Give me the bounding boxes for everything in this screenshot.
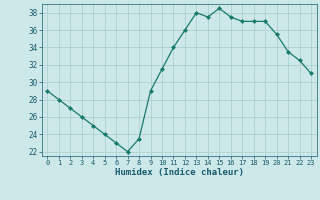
X-axis label: Humidex (Indice chaleur): Humidex (Indice chaleur) — [115, 168, 244, 177]
